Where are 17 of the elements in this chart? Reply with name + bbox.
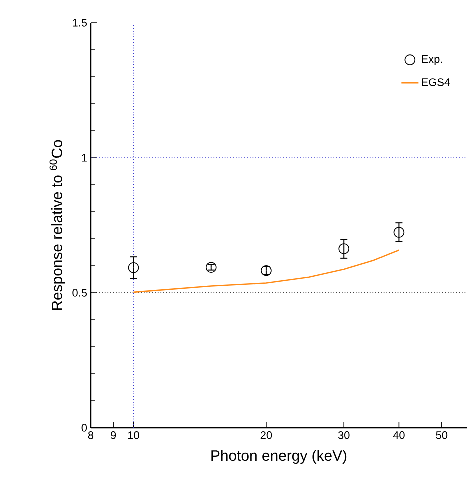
x-tick-label: 50: [436, 432, 448, 440]
y-tick-label: 1.5: [73, 19, 88, 27]
y-tick-label: 1: [82, 154, 87, 162]
legend-label: EGS4: [422, 78, 450, 86]
x-tick-label: 8: [88, 432, 94, 440]
x-tick-label: 30: [338, 432, 350, 440]
point: [394, 227, 405, 238]
x-tick-label: 10: [128, 432, 140, 440]
x-tick-label: 20: [260, 432, 272, 440]
y-tick-label: 0.5: [72, 289, 88, 297]
x-tick-label: 40: [393, 432, 405, 440]
y-tick-label: 0: [82, 424, 88, 432]
point: [128, 262, 140, 274]
x-axis-title: Photon energy (keV): [212, 450, 347, 464]
x-tick-label: 9: [111, 432, 116, 440]
y-axis-title: Response relative to $^{60}$Co: [50, 140, 66, 310]
legend-label: Exp.: [422, 56, 442, 66]
